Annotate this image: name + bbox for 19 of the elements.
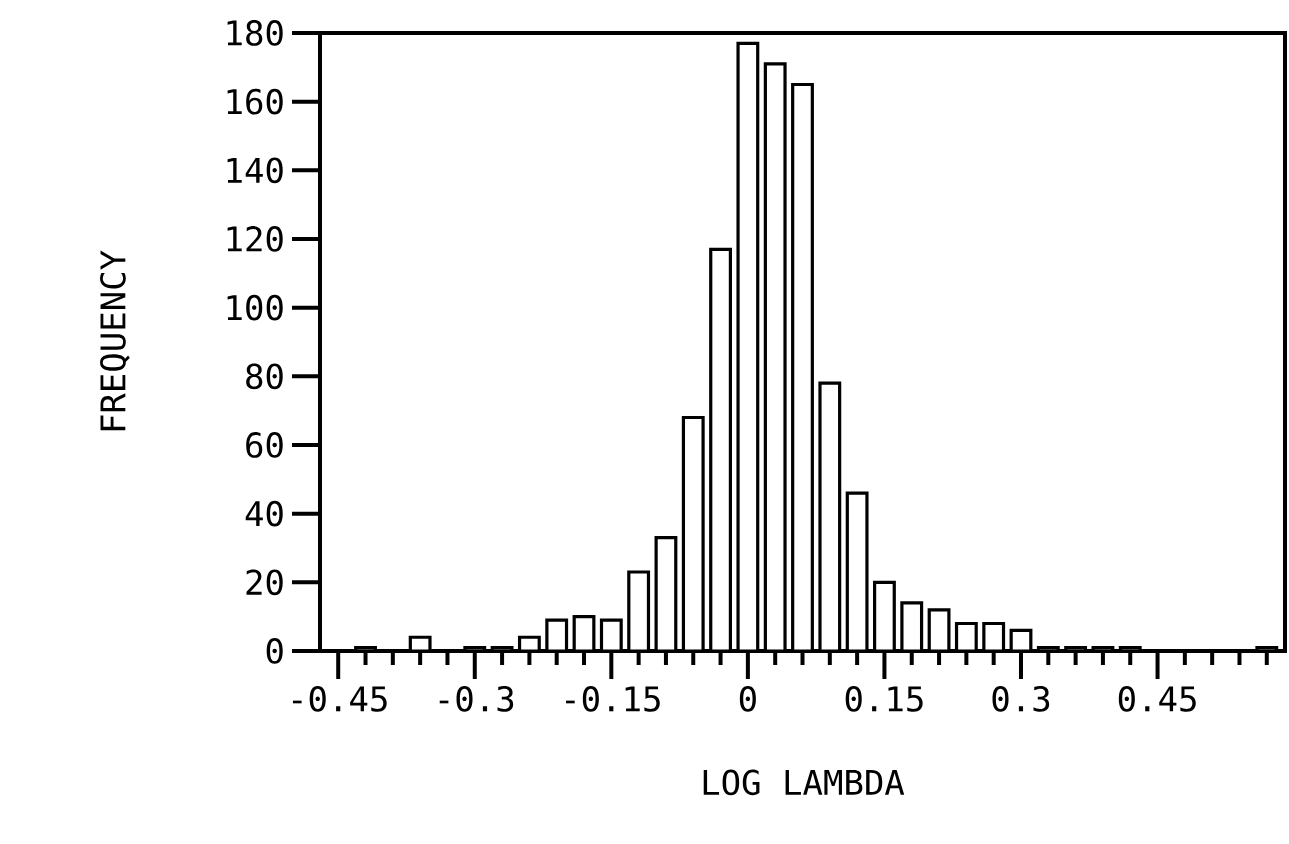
- x-tick-label: 0: [739, 686, 756, 712]
- y-tick-label: 160: [227, 88, 283, 115]
- y-tick-label: 40: [245, 500, 283, 527]
- y-tick-label: 140: [227, 157, 283, 184]
- y-tick-label: 120: [227, 226, 283, 252]
- y-tick-label: 20: [246, 569, 283, 596]
- y-tick-label: 80: [246, 363, 283, 390]
- x-tick-label: -0.15: [566, 686, 660, 712]
- x-axis-title: LOG LAMBDA: [703, 769, 905, 796]
- y-tick-label: 0: [266, 638, 283, 664]
- x-tick-label: 0.15: [845, 686, 923, 712]
- y-tick-label: 180: [227, 20, 283, 46]
- x-tick-label: -0.3: [439, 686, 514, 712]
- y-axis-title: FREQUENCY: [100, 250, 130, 431]
- y-tick-label: 100: [227, 294, 283, 321]
- x-tick-label: 0.3: [992, 686, 1050, 712]
- x-tick-label: -0.45: [292, 686, 387, 712]
- y-tick-label: 60: [246, 432, 283, 458]
- x-tick-label: 0.45: [1118, 686, 1196, 712]
